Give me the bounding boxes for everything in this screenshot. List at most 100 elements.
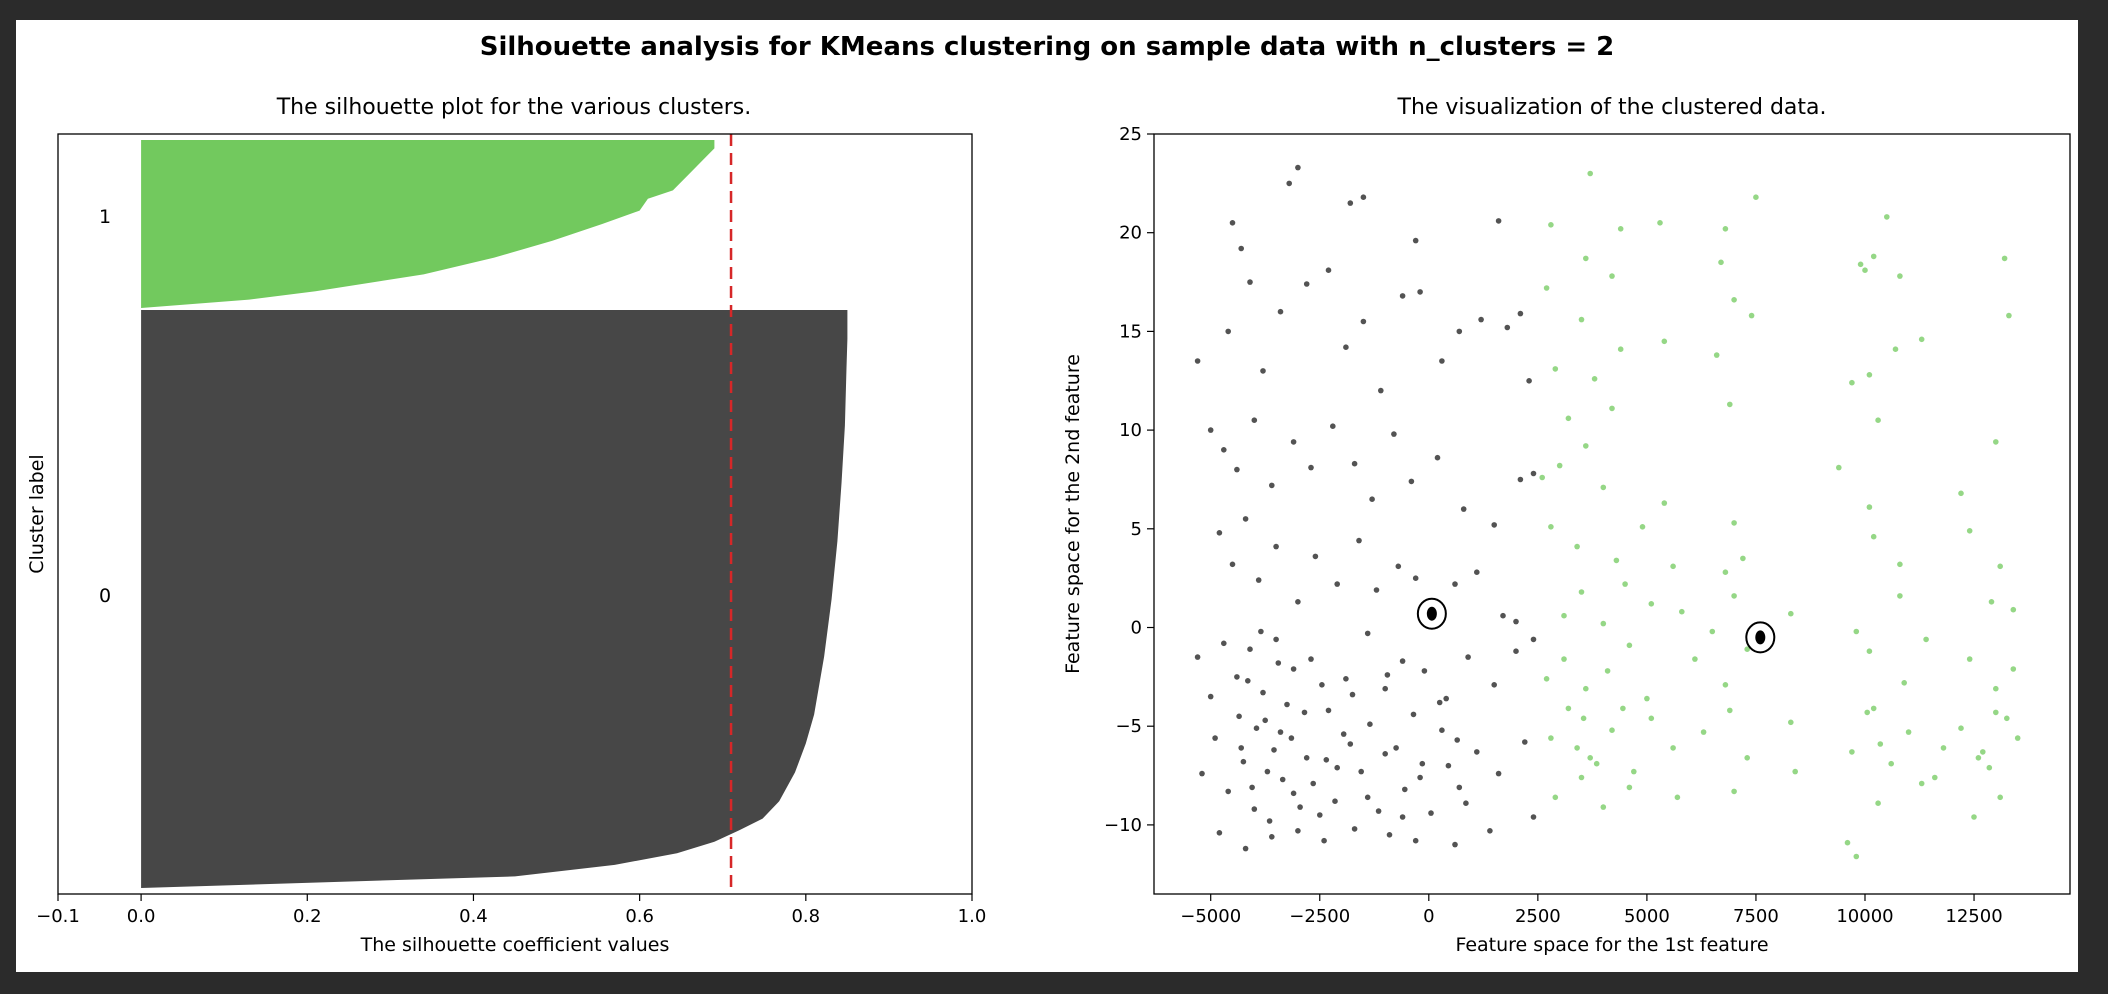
scatter-point-cluster-1 <box>1866 372 1873 378</box>
scatter-point-cluster-0 <box>1297 804 1303 810</box>
scatter-point-cluster-0 <box>1229 220 1236 226</box>
scatter-point-cluster-1 <box>1870 705 1877 712</box>
scatter-point-cluster-0 <box>1290 790 1297 797</box>
scatter-point-cluster-1 <box>1857 261 1864 268</box>
scatter-point-cluster-1 <box>1556 462 1563 469</box>
scatter-point-cluster-0 <box>1500 612 1506 619</box>
scatter-point-cluster-0 <box>1290 439 1297 445</box>
scatter-point-cluster-1 <box>1574 745 1580 751</box>
scatter-point-cluster-1 <box>1609 727 1615 733</box>
scatter-point-cluster-0 <box>1303 755 1310 761</box>
scatter-point-cluster-0 <box>1273 636 1279 643</box>
scatter-point-cluster-0 <box>1334 581 1340 587</box>
scatter-point-cluster-0 <box>1360 194 1367 200</box>
scatter-x-tick-label: 10000 <box>1836 906 1893 927</box>
scatter-point-cluster-0 <box>1410 711 1417 718</box>
scatter-point-cluster-0 <box>1234 466 1240 473</box>
scatter-point-cluster-0 <box>1395 563 1402 570</box>
scatter-point-cluster-1 <box>1657 220 1663 226</box>
scatter-point-cluster-0 <box>1402 786 1408 793</box>
scatter-point-cluster-0 <box>1375 808 1382 814</box>
scatter-point-cluster-1 <box>1997 794 2003 801</box>
silhouette-x-tick-label: 0.4 <box>459 906 488 927</box>
scatter-point-cluster-1 <box>1866 504 1873 510</box>
scatter-point-cluster-1 <box>1727 707 1733 714</box>
scatter-points <box>1194 164 2021 860</box>
scatter-y-tick-label: 20 <box>1119 223 1142 244</box>
scatter-point-cluster-0 <box>1207 427 1214 433</box>
scatter-point-cluster-1 <box>1565 705 1572 712</box>
scatter-point-cluster-1 <box>1918 780 1925 787</box>
scatter-plot-frame <box>1153 133 2071 895</box>
scatter-point-cluster-0 <box>1255 577 1262 583</box>
scatter-point-cluster-0 <box>1236 713 1242 720</box>
cluster-label-1: 1 <box>99 206 111 228</box>
scatter-point-cluster-1 <box>1617 226 1624 232</box>
scatter-point-cluster-0 <box>1364 630 1371 637</box>
scatter-point-cluster-0 <box>1478 316 1484 323</box>
scatter-x-ticks: −5000 −2500 0 2500 5000 7500 10000 12500 <box>1180 894 2003 927</box>
scatter-point-cluster-0 <box>1358 768 1364 775</box>
scatter-point-cluster-1 <box>1877 741 1884 747</box>
scatter-point-cluster-0 <box>1323 757 1330 763</box>
scatter-point-cluster-1 <box>1578 774 1585 781</box>
scatter-point-cluster-1 <box>1661 500 1668 506</box>
scatter-point-cluster-0 <box>1216 830 1223 836</box>
scatter-point-cluster-0 <box>1504 324 1511 331</box>
scatter-point-cluster-0 <box>1253 725 1260 731</box>
scatter-y-tick-label: 25 <box>1119 124 1142 145</box>
scatter-point-cluster-0 <box>1225 328 1231 335</box>
scatter-point-cluster-0 <box>1245 678 1251 684</box>
scatter-point-cluster-1 <box>1870 253 1877 260</box>
scatter-point-cluster-0 <box>1343 344 1349 351</box>
scatter-point-cluster-0 <box>1277 308 1284 315</box>
scatter-point-cluster-1 <box>2014 735 2021 741</box>
scatter-point-cluster-0 <box>1273 543 1279 550</box>
scatter-point-cluster-1 <box>1631 768 1637 775</box>
figure: Silhouette analysis for KMeans clusterin… <box>16 20 2078 972</box>
scatter-point-cluster-0 <box>1417 774 1423 781</box>
scatter-point-cluster-1 <box>1932 774 1938 781</box>
scatter-point-cluster-1 <box>1993 685 1999 692</box>
scatter-point-cluster-0 <box>1216 530 1223 536</box>
scatter-point-cluster-1 <box>1583 685 1589 692</box>
scatter-point-cluster-0 <box>1212 735 1218 741</box>
scatter-point-cluster-0 <box>1513 648 1519 654</box>
scatter-point-cluster-0 <box>1349 691 1356 698</box>
scatter-point-cluster-1 <box>1609 405 1615 412</box>
scatter-point-cluster-0 <box>1247 279 1253 285</box>
scatter-point-cluster-0 <box>1308 464 1314 471</box>
scatter-point-cluster-0 <box>1325 267 1332 273</box>
scatter-point-cluster-1 <box>1591 376 1598 382</box>
scatter-point-cluster-1 <box>1875 800 1881 806</box>
scatter-point-cluster-0 <box>1334 764 1340 771</box>
scatter-point-cluster-1 <box>1670 745 1676 751</box>
scatter-point-cluster-1 <box>1626 642 1633 649</box>
scatter-point-cluster-1 <box>1578 316 1585 323</box>
scatter-y-axis-label: Feature space for the 2nd feature <box>1062 354 1084 674</box>
silhouette-plot-title: The silhouette plot for the various clus… <box>276 95 752 120</box>
scatter-point-cluster-0 <box>1340 731 1347 737</box>
scatter-point-cluster-1 <box>1975 755 1982 761</box>
scatter-point-cluster-0 <box>1452 841 1458 848</box>
scatter-y-tick-label: 15 <box>1119 321 1142 342</box>
scatter-point-cluster-1 <box>1901 680 1907 686</box>
silhouette-cluster-0 <box>141 310 848 888</box>
scatter-point-cluster-1 <box>1543 676 1550 682</box>
scatter-point-cluster-0 <box>1221 447 1227 453</box>
scatter-point-cluster-0 <box>1240 758 1247 765</box>
scatter-point-cluster-0 <box>1343 676 1349 682</box>
scatter-point-cluster-0 <box>1491 522 1497 528</box>
scatter-point-cluster-0 <box>1465 654 1471 660</box>
scatter-point-cluster-1 <box>1897 593 1903 599</box>
scatter-point-cluster-0 <box>1194 654 1201 660</box>
scatter-point-cluster-1 <box>1875 417 1881 424</box>
scatter-point-cluster-0 <box>1393 745 1399 751</box>
scatter-point-cluster-0 <box>1260 368 1266 374</box>
scatter-point-cluster-1 <box>1993 709 1999 716</box>
scatter-point-cluster-0 <box>1221 640 1227 647</box>
scatter-point-cluster-1 <box>1993 439 1999 445</box>
scatter-point-cluster-1 <box>2001 255 2008 262</box>
scatter-point-cluster-0 <box>1319 682 1325 688</box>
scatter-point-cluster-0 <box>1286 180 1292 187</box>
